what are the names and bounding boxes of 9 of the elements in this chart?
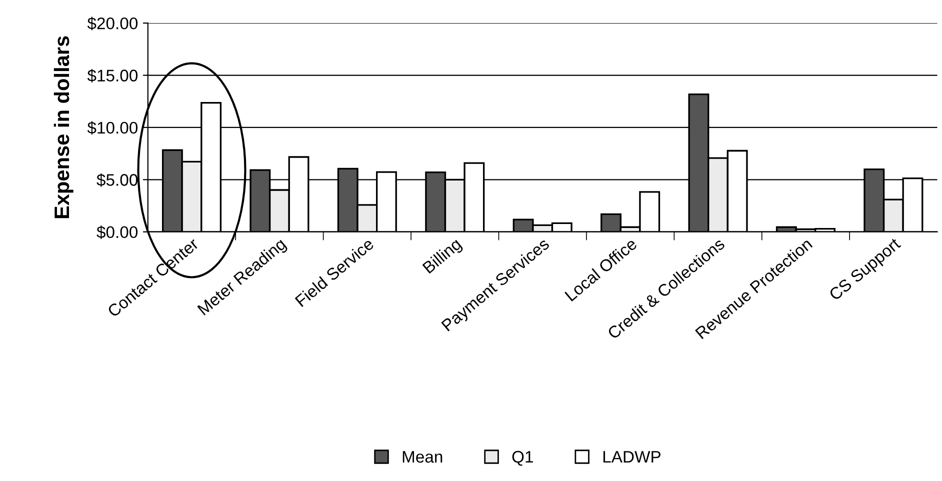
y-tick-label: $15.00 (87, 68, 138, 82)
y-tick-label: $20.00 (87, 16, 138, 30)
y-tick-label: $5.00 (96, 173, 138, 187)
legend-label: Mean (402, 451, 442, 463)
y-tick-label: $0.00 (96, 226, 138, 240)
legend-label: Q1 (512, 450, 533, 466)
y-tick-label: $10.00 (87, 121, 138, 135)
legend-label: LADWP (603, 451, 660, 463)
y-axis-title: Expense in dollars (54, 36, 74, 218)
